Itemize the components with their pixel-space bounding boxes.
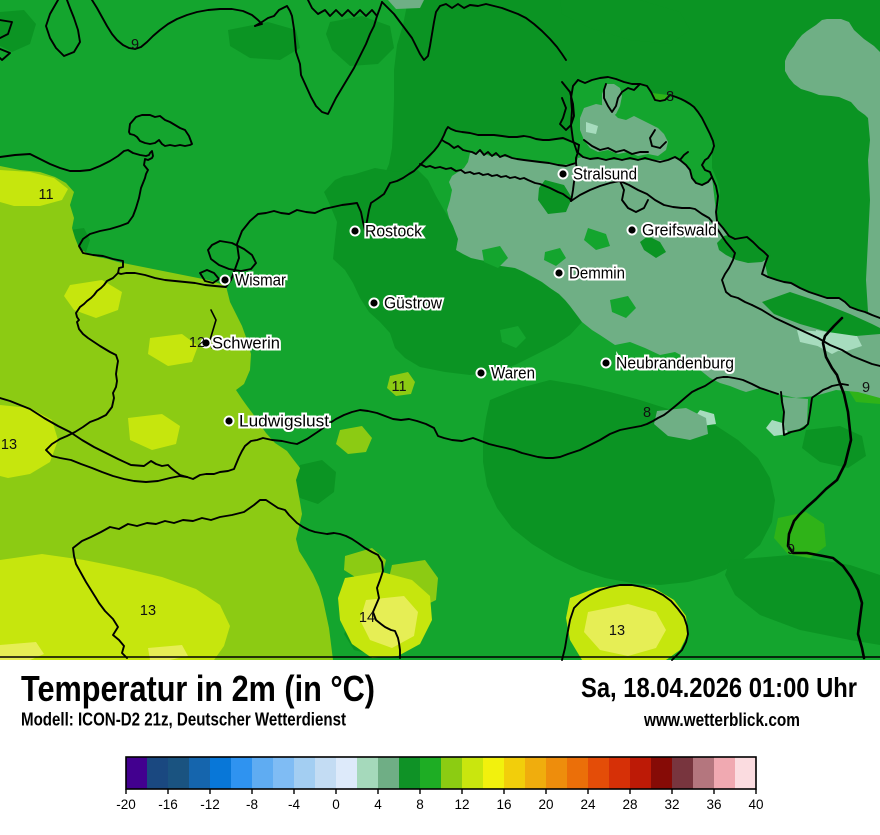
svg-text:Wismar: Wismar bbox=[235, 272, 286, 290]
svg-text:Neubrandenburg: Neubrandenburg bbox=[616, 355, 734, 373]
svg-text:-12: -12 bbox=[200, 797, 220, 812]
svg-text:Stralsund: Stralsund bbox=[573, 166, 637, 184]
svg-text:Güstrow: Güstrow bbox=[384, 295, 442, 313]
svg-text:Schwerin: Schwerin bbox=[212, 335, 280, 353]
svg-text:24: 24 bbox=[580, 797, 596, 812]
svg-text:9: 9 bbox=[131, 37, 139, 53]
svg-text:www.wetterblick.com: www.wetterblick.com bbox=[643, 709, 800, 730]
svg-text:32: 32 bbox=[664, 797, 679, 812]
svg-text:Modell: ICON-D2 21z, Deutscher: Modell: ICON-D2 21z, Deutscher Wetterdie… bbox=[21, 709, 346, 730]
svg-text:Rostock: Rostock bbox=[365, 223, 423, 241]
svg-text:12: 12 bbox=[189, 335, 205, 351]
svg-text:14: 14 bbox=[359, 610, 375, 626]
svg-text:0: 0 bbox=[332, 797, 340, 812]
svg-text:13: 13 bbox=[609, 623, 625, 639]
svg-text:40: 40 bbox=[748, 797, 763, 812]
svg-text:4: 4 bbox=[374, 797, 382, 812]
svg-text:28: 28 bbox=[622, 797, 637, 812]
svg-text:Ludwigslust: Ludwigslust bbox=[239, 413, 329, 431]
svg-text:16: 16 bbox=[496, 797, 511, 812]
svg-text:9: 9 bbox=[862, 380, 870, 396]
svg-text:13: 13 bbox=[140, 603, 156, 619]
svg-text:12: 12 bbox=[454, 797, 469, 812]
svg-text:13: 13 bbox=[1, 437, 17, 453]
svg-text:8: 8 bbox=[643, 405, 651, 421]
svg-text:9: 9 bbox=[787, 542, 795, 558]
svg-text:Demmin: Demmin bbox=[569, 265, 625, 283]
svg-text:8: 8 bbox=[416, 797, 424, 812]
svg-text:-20: -20 bbox=[116, 797, 136, 812]
svg-text:Greifswald: Greifswald bbox=[642, 222, 717, 240]
svg-text:36: 36 bbox=[706, 797, 721, 812]
svg-text:11: 11 bbox=[391, 379, 406, 395]
svg-text:Waren: Waren bbox=[491, 365, 535, 383]
svg-text:20: 20 bbox=[538, 797, 553, 812]
svg-text:-8: -8 bbox=[246, 797, 258, 812]
svg-text:Sa, 18.04.2026 01:00 Uhr: Sa, 18.04.2026 01:00 Uhr bbox=[581, 672, 857, 703]
svg-text:-16: -16 bbox=[158, 797, 178, 812]
svg-text:Temperatur in 2m (in °C): Temperatur in 2m (in °C) bbox=[21, 668, 375, 709]
svg-text:11: 11 bbox=[38, 187, 53, 203]
svg-text:-4: -4 bbox=[288, 797, 300, 812]
svg-text:8: 8 bbox=[666, 89, 674, 105]
